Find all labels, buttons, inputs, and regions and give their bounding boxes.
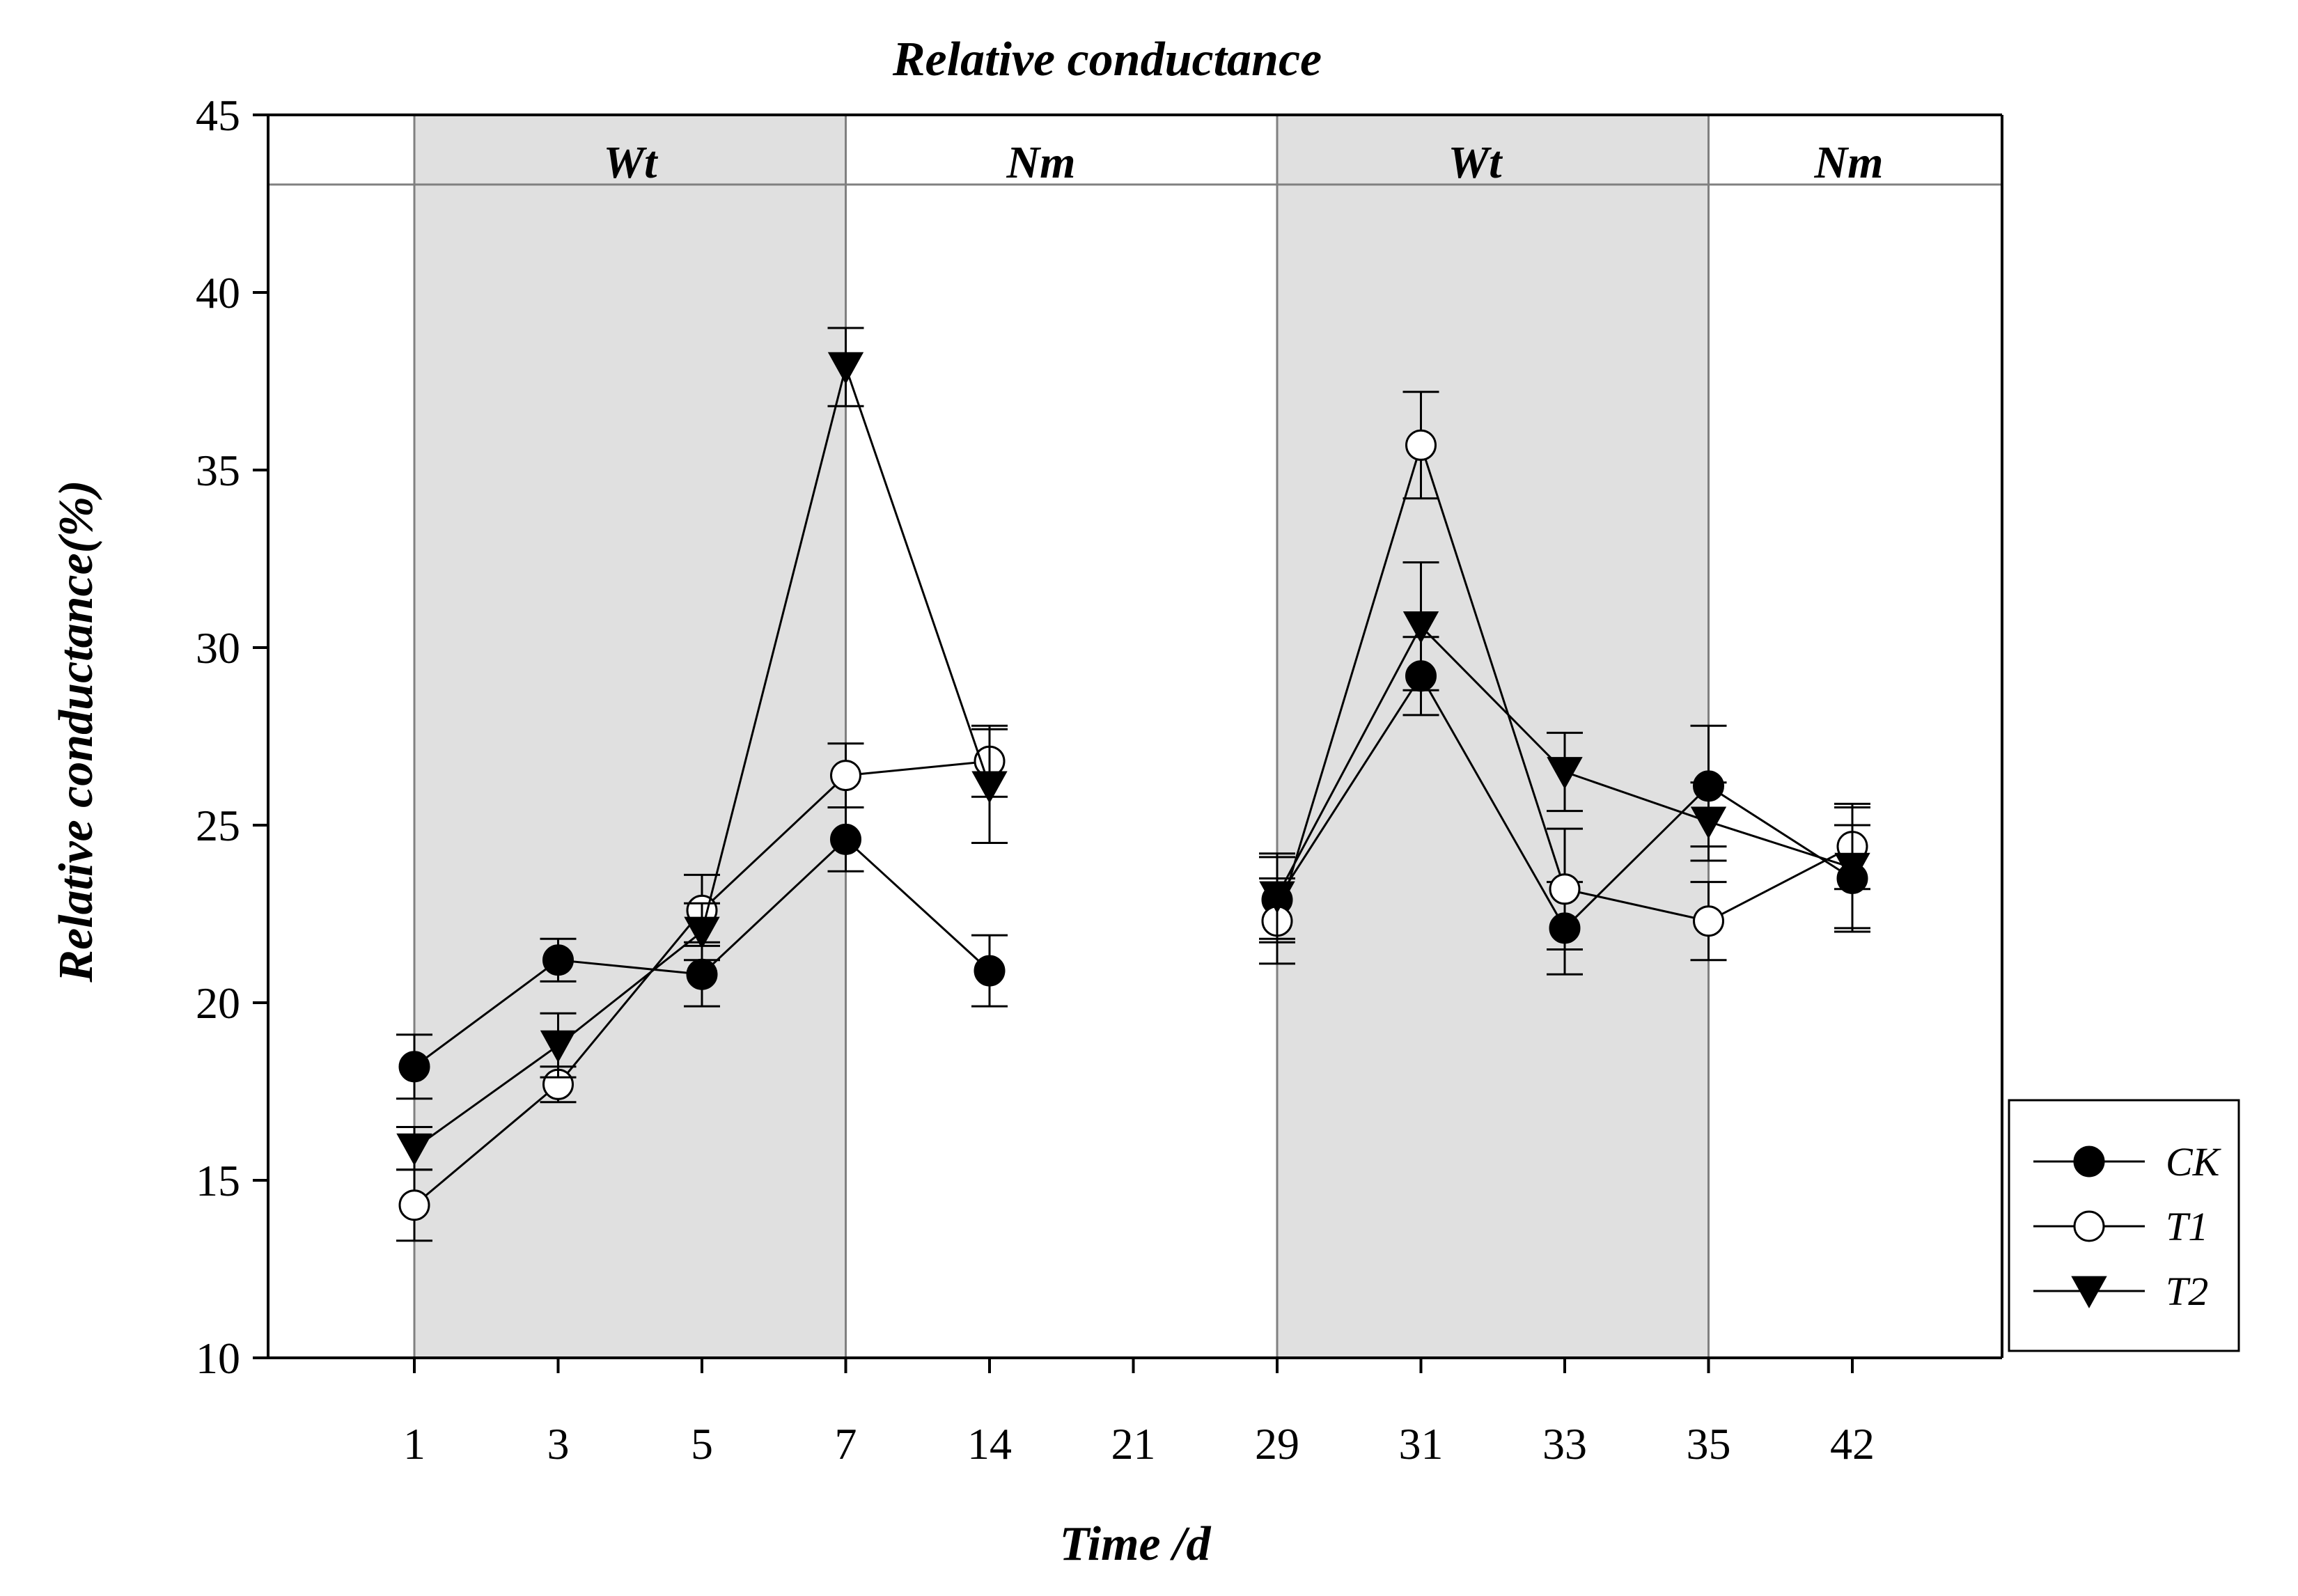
data-series (396, 327, 1870, 1242)
band-shade-2 (1277, 115, 1709, 1358)
series-t2-point-3 (540, 1030, 577, 1063)
legend-marker-t1 (2073, 1210, 2105, 1242)
y-tick-label-40: 40 (196, 268, 240, 318)
series-t2-point-42 (1834, 852, 1870, 886)
x-tick-label-33: 33 (1542, 1419, 1587, 1469)
series-t1-point-7 (830, 760, 861, 792)
series-t2-point-29 (1259, 881, 1295, 914)
band-label-wt-0: Wt (603, 137, 658, 188)
series-t2-point-33 (1547, 757, 1583, 790)
y-tick-label-10: 10 (196, 1333, 240, 1383)
series-t1-point-31 (1405, 429, 1437, 461)
x-tick-label-29: 29 (1255, 1419, 1299, 1469)
x-tick-label-1: 1 (403, 1419, 425, 1469)
series-ck-point-7 (830, 823, 861, 855)
series-t1-point-1 (398, 1189, 430, 1221)
series-t2 (396, 327, 1870, 1171)
legend-label-t2: T2 (2166, 1269, 2208, 1314)
y-tick-label-30: 30 (196, 623, 240, 673)
series-ck-point-14 (974, 955, 1006, 987)
band-label-wt-2: Wt (1448, 137, 1503, 188)
y-axis-label: Relative conductance(%) (49, 480, 103, 983)
band-label-nm-3: Nm (1814, 137, 1884, 188)
x-tick-label-7: 7 (835, 1419, 857, 1469)
series-t2-point-5 (684, 916, 720, 949)
series-ck-point-5 (686, 958, 718, 990)
series-t2-point-1 (396, 1133, 432, 1166)
legend-label-ck: CK (2166, 1139, 2222, 1184)
x-axis-label: Time /d (1059, 1517, 1211, 1571)
series-t2-point-7 (827, 352, 864, 384)
legend-marker-t2 (2071, 1276, 2107, 1308)
x-tick-label-31: 31 (1399, 1419, 1444, 1469)
series-ck-point-3 (542, 944, 574, 976)
x-tick-label-35: 35 (1687, 1419, 1731, 1469)
y-tick-label-45: 45 (196, 91, 240, 140)
legend-marker-ck (2073, 1145, 2105, 1178)
y-tick-label-20: 20 (196, 978, 240, 1028)
x-tick-label-42: 42 (1830, 1419, 1875, 1469)
treatment-bands: Wt Nm Wt Nm (268, 115, 2002, 1358)
series-t2-point-31 (1402, 611, 1439, 644)
series-t2-point-14 (971, 771, 1008, 804)
series-ck-point-1 (398, 1051, 430, 1083)
series-t1-point-33 (1549, 873, 1581, 905)
legend-label-t1: T1 (2166, 1204, 2208, 1249)
band-shade-0 (414, 115, 846, 1358)
series-t1-point-35 (1693, 905, 1724, 937)
y-tick-label-15: 15 (196, 1156, 240, 1205)
x-tick-label-3: 3 (547, 1419, 570, 1469)
x-tick-label-14: 14 (967, 1419, 1012, 1469)
chart-title: Relative conductance (892, 33, 1322, 86)
y-tick-label-35: 35 (196, 446, 240, 495)
series-t2-point-35 (1690, 806, 1727, 839)
legend: CK T1 T2 (2008, 1099, 2240, 1352)
x-tick-label-5: 5 (691, 1419, 713, 1469)
x-tick-label-21: 21 (1111, 1419, 1156, 1469)
y-tick-label-25: 25 (196, 801, 240, 850)
band-label-nm-1: Nm (1006, 137, 1076, 188)
